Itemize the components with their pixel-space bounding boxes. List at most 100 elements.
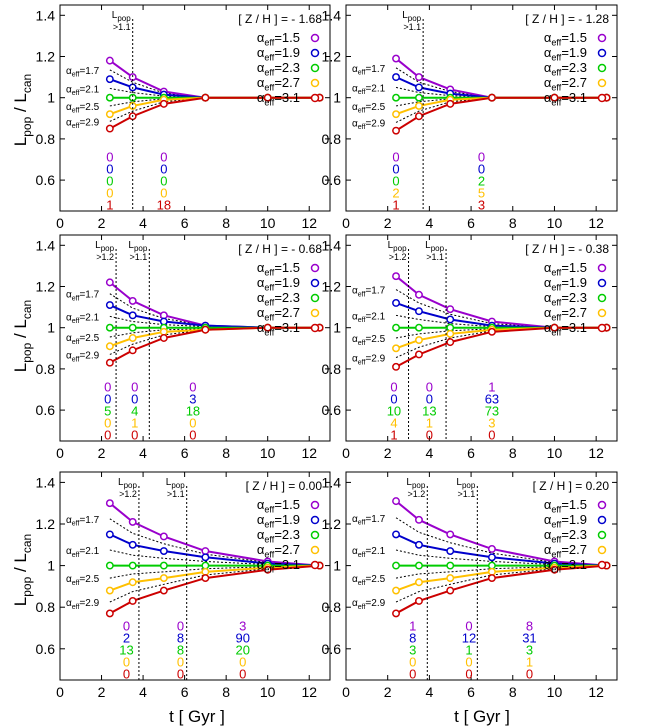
legend-marker (310, 63, 320, 73)
data-point (415, 578, 423, 587)
panel-title: [ Z / H ] = - 0.38 (525, 242, 609, 256)
series-line (395, 500, 607, 567)
data-point (446, 530, 455, 539)
series-line (109, 564, 320, 592)
y-title-sub1: pop (20, 576, 34, 596)
count-label: 1 (106, 198, 113, 213)
data-point (487, 567, 496, 576)
data-point (392, 561, 400, 570)
y-title-main: L (11, 137, 30, 146)
y-tick-label: 0.6 (36, 641, 56, 657)
data-point (550, 323, 559, 332)
y-title-sub2: can (20, 74, 34, 93)
count-label: 0 (189, 428, 196, 443)
threshold-label: Lpop (388, 240, 407, 253)
x-tick-label: 8 (222, 215, 230, 231)
data-point (128, 101, 137, 110)
y-tick-label: 0.6 (322, 402, 342, 418)
x-tick-label: 2 (98, 215, 106, 231)
y-tick-label: 1.4 (36, 474, 56, 490)
data-point (415, 515, 423, 524)
legend-label: αeff=1.9 (544, 512, 587, 530)
legend-marker (310, 560, 320, 570)
x-tick-label: 4 (425, 684, 433, 700)
y-tick-label: 1 (47, 90, 55, 106)
threshold-label: Lpop (118, 477, 137, 490)
count-label: 0 (478, 150, 485, 165)
y-title-sep: / L (11, 93, 30, 117)
series-line (109, 326, 320, 364)
y-tick-label: 1.4 (322, 237, 342, 253)
count-label: 1 (409, 618, 416, 633)
data-point (392, 93, 400, 102)
x-axis-title-right: t [ Gyr ] (454, 707, 510, 726)
y-tick-label: 0.8 (36, 599, 56, 615)
plot-frame (59, 4, 331, 212)
x-tick-label: 0 (56, 215, 64, 231)
data-point (392, 344, 400, 353)
count-label: 1 (526, 654, 533, 669)
count-label: 0 (189, 380, 196, 395)
data-point (415, 73, 423, 82)
y-title-main: L (11, 597, 30, 606)
panel-title: [ Z / H ] = - 1.28 (525, 12, 609, 26)
y-title-sub1: pop (20, 116, 34, 136)
y-tick-label: 1.2 (322, 516, 342, 532)
count-label: 4 (390, 416, 397, 431)
legend-label: αeff=3.1 (544, 557, 587, 575)
x-tick-label: 6 (467, 684, 475, 700)
legend-label: αeff=2.7 (257, 75, 300, 93)
count-label: 3 (409, 642, 416, 657)
count-label: 0 (160, 150, 167, 165)
count-label: 73 (485, 404, 499, 419)
legend-label: αeff=1.9 (257, 45, 300, 63)
data-point (392, 54, 400, 63)
legend-marker (310, 500, 320, 510)
interpolated-line (109, 518, 320, 567)
legend-label: αeff=2.3 (544, 60, 587, 78)
legend-label: αeff=2.3 (544, 527, 587, 545)
data-point (446, 574, 455, 583)
legend-marker (310, 515, 320, 525)
count-label: 0 (106, 186, 113, 201)
count-label: 0 (106, 174, 113, 189)
interpolated-line (395, 565, 607, 603)
x-tick-label: 10 (547, 445, 563, 461)
count-label: 0 (189, 416, 196, 431)
x-tick-label: 6 (467, 445, 475, 461)
data-point (446, 305, 455, 314)
data-point (201, 553, 210, 562)
count-label: 90 (236, 630, 250, 645)
data-point (415, 561, 423, 570)
x-tick-label: 12 (301, 684, 317, 700)
legend-marker (597, 263, 607, 273)
count-label: 0 (239, 666, 246, 681)
count-label: 1 (426, 416, 433, 431)
panels-group: 0 2 4 6 8 10 120.60.811.21.4αeff=1.7αeff=2.1αe… (36, 4, 618, 700)
x-tick-label: 2 (384, 684, 392, 700)
data-point (105, 342, 114, 351)
data-point (446, 547, 455, 555)
count-label: 0 (488, 428, 495, 443)
data-point (392, 110, 400, 119)
legend-label: αeff=3.1 (257, 90, 300, 108)
legend-marker (310, 78, 320, 88)
threshold-label: Lpop (402, 10, 421, 23)
legend-marker (310, 93, 320, 103)
x-tick-label: 4 (425, 215, 433, 231)
data-point (446, 315, 455, 324)
data-point (415, 323, 423, 332)
legend-label: αeff=1.9 (257, 512, 300, 530)
chart-panel-5: 0 2 4 6 8 10 120.60.811.21.4αeff=1.7αeff=2.1αe… (36, 471, 331, 700)
count-label: 5 (478, 186, 485, 201)
legend-marker (597, 515, 607, 525)
x-tick-label: 0 (342, 684, 350, 700)
legend-marker (597, 308, 607, 318)
legend-label: αeff=1.5 (544, 260, 587, 278)
count-label: 0 (392, 174, 399, 189)
count-label: 18 (157, 198, 171, 213)
x-tick-label: 2 (384, 445, 392, 461)
data-point (392, 299, 400, 307)
chart-panel-6: 0 2 4 6 8 10 120.60.811.21.4αeff=1.7αeff=2.1αe… (322, 471, 618, 700)
y-tick-label: 1.2 (36, 279, 56, 295)
